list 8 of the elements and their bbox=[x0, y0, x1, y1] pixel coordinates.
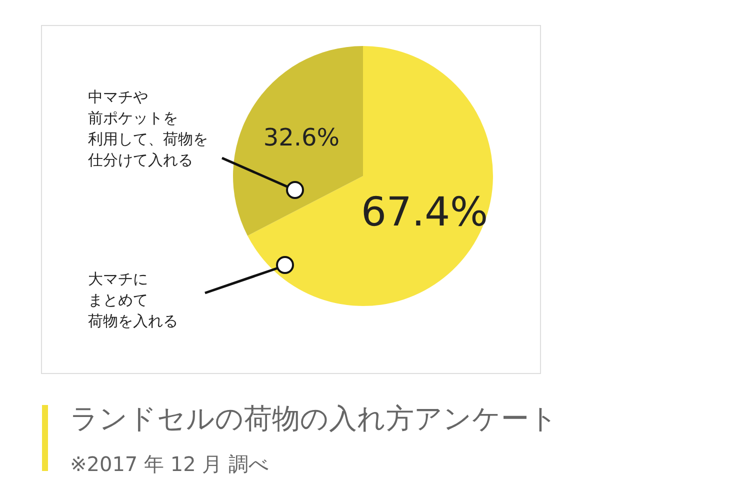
pie-slice bbox=[248, 46, 493, 306]
text: ※2017 年 12 月 調べ bbox=[70, 452, 269, 476]
pie-slice bbox=[233, 46, 363, 236]
text: ランドセルの荷物の入れ方アンケート bbox=[70, 402, 558, 435]
data-label: 32.6% bbox=[263, 124, 340, 152]
slice-label: 大マチにまとめて荷物を入れる bbox=[88, 270, 178, 330]
data-label: 67.4% bbox=[360, 189, 488, 236]
slice-label: 中マチや前ポケットを利用して、荷物を仕分けて入れる bbox=[87, 88, 208, 169]
